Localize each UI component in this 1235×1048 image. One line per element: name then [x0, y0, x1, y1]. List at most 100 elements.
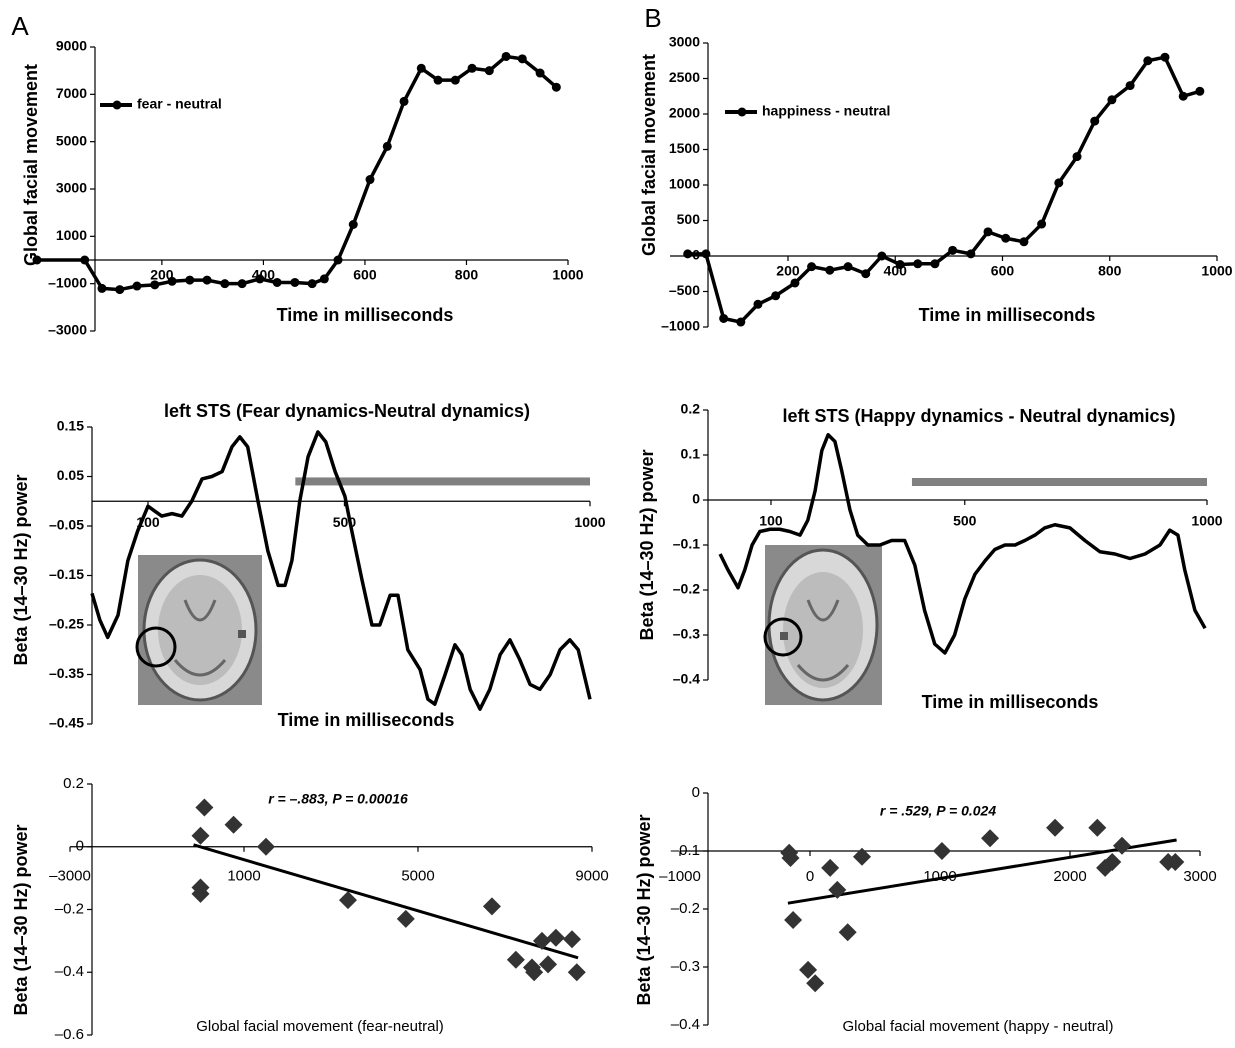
data-point [784, 911, 803, 930]
data-point [399, 96, 409, 106]
y-tick-label: –0.1 [673, 536, 700, 552]
data-point [237, 279, 247, 289]
x-tick-label: 200 [150, 267, 174, 283]
x-tick-label: 600 [991, 263, 1015, 279]
legend-label: fear - neutral [137, 96, 222, 112]
x-tick-label: –3000 [49, 868, 91, 885]
x-axis-label: Time in milliseconds [277, 305, 454, 325]
data-point [319, 274, 329, 284]
data-point [753, 299, 763, 309]
x-tick-label: 1000 [227, 868, 260, 885]
brain-inset [763, 545, 882, 705]
y-tick-label: –500 [669, 282, 700, 298]
x-axis-label: Global facial movement (happy - neutral) [843, 1018, 1114, 1035]
data-point [467, 63, 477, 73]
y-tick-label: –0.4 [673, 671, 700, 687]
data-point [1125, 81, 1135, 91]
y-axis-label: Global facial movement [21, 64, 41, 266]
chart-title: left STS (Happy dynamics - Neutral dynam… [782, 406, 1175, 426]
data-point [948, 245, 958, 255]
y-tick-label: –1000 [48, 274, 87, 290]
y-tick-label: 1500 [669, 140, 700, 156]
data-point [701, 249, 711, 259]
x-tick-label: –1000 [659, 868, 701, 885]
y-tick-label: –0.2 [55, 900, 84, 917]
data-point [450, 75, 460, 85]
data-point [853, 847, 871, 866]
y-axis-label: Beta (14–30 Hz) power [11, 474, 31, 665]
data-point [272, 277, 282, 287]
x-tick-label: 0 [806, 868, 814, 885]
y-tick-label: –0.25 [49, 616, 84, 632]
legend-marker [737, 107, 747, 117]
y-tick-label: –3000 [48, 322, 87, 338]
data-point [256, 837, 275, 856]
data-point [807, 262, 817, 272]
y-axis-label: Beta (14–30 Hz) power [634, 814, 654, 1005]
y-tick-label: –1000 [661, 318, 700, 334]
brain-inset [135, 555, 262, 705]
x-axis-label: Global facial movement (fear-neutral) [196, 1018, 444, 1035]
data-point [799, 960, 818, 979]
data-point [719, 313, 729, 323]
data-point [966, 249, 976, 259]
data-point [80, 255, 90, 265]
annotation: r = –.883, P = 0.00016 [268, 791, 408, 807]
data-point [525, 963, 544, 982]
data-point [517, 54, 527, 64]
y-tick-label: 1000 [669, 176, 700, 192]
data-point [539, 955, 558, 974]
x-tick-label: 200 [776, 263, 800, 279]
data-point [895, 260, 905, 270]
y-tick-label: –0.45 [49, 715, 84, 731]
y-tick-label: 9000 [56, 38, 87, 54]
data-point [532, 931, 551, 950]
data-point [416, 63, 426, 73]
y-tick-label: –0.2 [673, 581, 700, 597]
data-point [771, 291, 781, 301]
data-point [307, 279, 317, 289]
data-point [1143, 56, 1153, 66]
data-point [255, 274, 265, 284]
x-axis-label: Time in milliseconds [919, 305, 1096, 325]
trend-line [193, 843, 579, 960]
data-point [348, 220, 358, 229]
data-point [877, 251, 887, 261]
legend-marker [112, 100, 122, 110]
y-tick-label: 0.15 [57, 418, 84, 434]
data-point [220, 279, 230, 289]
y-tick-label: 3000 [56, 180, 87, 196]
data-line [37, 54, 558, 292]
data-point [1054, 178, 1064, 188]
x-tick-label: 1000 [574, 514, 605, 530]
data-point [825, 265, 835, 275]
y-tick-label: –0.15 [49, 566, 84, 582]
y-axis-label: Global facial movement [639, 54, 659, 256]
data-line [718, 433, 1207, 655]
data-point [365, 175, 375, 185]
data-point [828, 880, 847, 899]
data-point [546, 928, 565, 947]
data-line [90, 430, 592, 711]
x-axis-label: Time in milliseconds [922, 692, 1099, 712]
data-point [1088, 818, 1107, 837]
panel-label: B [644, 3, 661, 33]
panel-label: A [11, 11, 29, 41]
y-tick-label: –0.2 [671, 900, 700, 917]
data-point [821, 858, 840, 877]
x-tick-label: 3000 [1183, 868, 1216, 885]
data-point [433, 75, 443, 85]
data-point [482, 897, 501, 916]
data-point [290, 277, 300, 287]
y-tick-label: –0.4 [55, 963, 84, 980]
x-tick-label: 2000 [1053, 868, 1086, 885]
y-tick-label: 7000 [56, 85, 87, 101]
x-tick-label: 800 [1098, 263, 1122, 279]
y-tick-label: 2500 [669, 69, 700, 85]
data-point [167, 276, 177, 286]
data-point [838, 923, 857, 942]
data-point [567, 963, 586, 982]
y-tick-label: –0.3 [673, 626, 700, 642]
y-tick-label: 0.2 [681, 401, 701, 417]
